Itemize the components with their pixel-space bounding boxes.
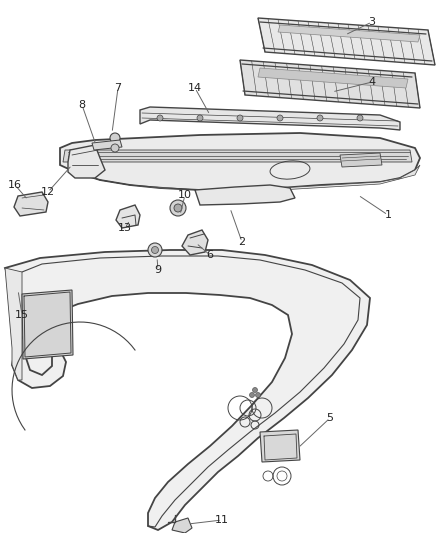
Circle shape <box>157 115 163 121</box>
Polygon shape <box>340 153 382 167</box>
Circle shape <box>255 392 261 398</box>
Polygon shape <box>182 230 208 255</box>
Polygon shape <box>22 290 73 359</box>
Circle shape <box>317 115 323 121</box>
Circle shape <box>110 133 120 143</box>
Polygon shape <box>70 162 420 190</box>
Text: 8: 8 <box>78 100 85 110</box>
Circle shape <box>357 115 363 121</box>
Text: 12: 12 <box>41 187 55 197</box>
Text: 16: 16 <box>8 180 22 190</box>
Polygon shape <box>278 25 420 42</box>
Polygon shape <box>195 185 295 205</box>
Polygon shape <box>5 250 370 530</box>
Polygon shape <box>116 205 140 228</box>
Text: 9: 9 <box>155 265 162 275</box>
Circle shape <box>174 204 182 212</box>
Polygon shape <box>258 18 435 65</box>
Circle shape <box>277 115 283 121</box>
Text: 1: 1 <box>385 210 392 220</box>
Polygon shape <box>258 68 408 88</box>
Circle shape <box>237 115 243 121</box>
Text: 7: 7 <box>114 83 122 93</box>
Polygon shape <box>260 430 300 462</box>
Circle shape <box>152 246 159 254</box>
Polygon shape <box>60 133 420 190</box>
Polygon shape <box>172 518 192 533</box>
Text: 11: 11 <box>215 515 229 525</box>
Polygon shape <box>5 268 22 380</box>
Polygon shape <box>92 140 122 150</box>
Polygon shape <box>14 192 48 216</box>
Circle shape <box>250 392 254 398</box>
Circle shape <box>170 200 186 216</box>
Polygon shape <box>68 145 105 178</box>
Circle shape <box>252 387 258 392</box>
Text: 5: 5 <box>326 413 333 423</box>
Text: 10: 10 <box>178 190 192 200</box>
Text: 6: 6 <box>206 250 213 260</box>
Polygon shape <box>140 107 400 130</box>
Text: 2: 2 <box>238 237 246 247</box>
Circle shape <box>148 243 162 257</box>
Text: 13: 13 <box>118 223 132 233</box>
Text: 3: 3 <box>368 17 375 27</box>
Text: 4: 4 <box>368 77 375 87</box>
Text: 14: 14 <box>188 83 202 93</box>
Polygon shape <box>63 150 412 162</box>
Polygon shape <box>240 60 420 108</box>
Circle shape <box>111 144 119 152</box>
Circle shape <box>197 115 203 121</box>
Text: 15: 15 <box>15 310 29 320</box>
